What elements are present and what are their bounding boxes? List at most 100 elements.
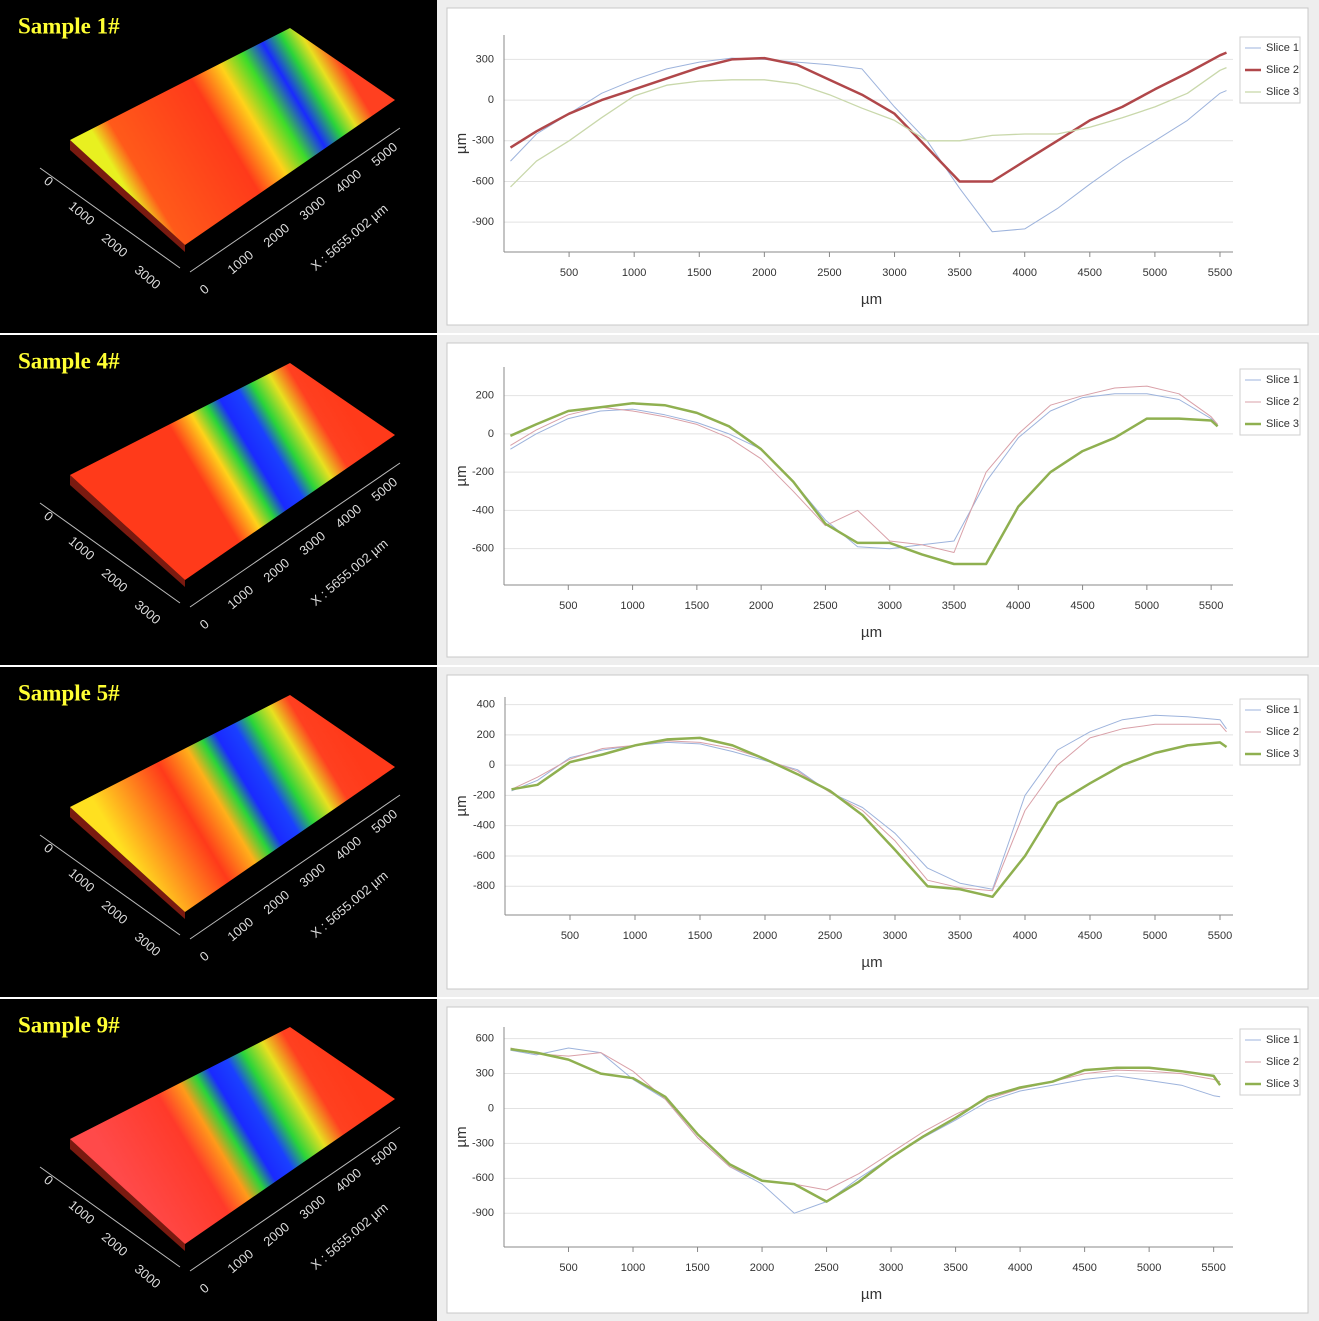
surface-x-axis <box>189 462 401 608</box>
x-axis-label: µm <box>861 1286 882 1303</box>
x-tick-label: 1500 <box>685 600 709 612</box>
x-tick-label: 4500 <box>1078 267 1102 279</box>
slice-line <box>510 66 1227 188</box>
surface-x-axis <box>189 794 401 940</box>
x-tick-label: 2000 <box>752 267 776 279</box>
x-tick-label: 2000 <box>749 600 773 612</box>
x-tick-label: 2500 <box>817 267 841 279</box>
slice-line <box>510 57 1227 233</box>
x-tick-label: 500 <box>560 267 578 279</box>
x-axis-label: µm <box>861 291 882 308</box>
legend-label: Slice 2 <box>1266 726 1299 738</box>
y-axis-label: µm <box>453 795 470 816</box>
y-tick-label: -800 <box>473 880 495 892</box>
surface-side <box>70 807 185 919</box>
slice-line <box>510 393 1218 550</box>
x-tick-label: 1000 <box>623 930 647 942</box>
y-tick-label: -400 <box>473 820 495 832</box>
x-tick-label: 500 <box>559 600 577 612</box>
x-tick-label: 3000 <box>883 930 907 942</box>
slice-line <box>510 1047 1221 1191</box>
legend-label: Slice 1 <box>1266 374 1299 386</box>
x-tick-label: 3500 <box>947 267 971 279</box>
x-tick-label: 5500 <box>1208 930 1232 942</box>
x-tick-label: 4500 <box>1070 600 1094 612</box>
surface-side <box>70 475 185 587</box>
sample-title: Sample 1# <box>18 13 120 38</box>
surface-y-axis <box>39 502 181 604</box>
legend-label: Slice 3 <box>1266 1078 1299 1090</box>
x-tick-label: 1500 <box>685 1262 709 1274</box>
legend-label: Slice 3 <box>1266 86 1299 98</box>
surface <box>70 1027 395 1244</box>
surface <box>70 695 395 912</box>
x-tick-label: 4000 <box>1012 267 1036 279</box>
x-tick-label: 2000 <box>753 930 777 942</box>
legend-label: Slice 3 <box>1266 418 1299 430</box>
y-tick-label: -600 <box>473 850 495 862</box>
y-axis-label: µm <box>453 133 470 154</box>
y-axis-label: µm <box>453 1126 470 1147</box>
x-tick-label: 3000 <box>877 600 901 612</box>
x-tick-label: 5000 <box>1135 600 1159 612</box>
sample-title: Sample 9# <box>18 1012 120 1037</box>
y-tick-label: -200 <box>473 789 495 801</box>
legend-label: Slice 2 <box>1266 396 1299 408</box>
legend-label: Slice 1 <box>1266 1034 1299 1046</box>
surface-x-axis <box>189 1126 401 1272</box>
surface-x-axis <box>189 127 401 273</box>
sample-title: Sample 4# <box>18 348 120 373</box>
slice-line <box>511 736 1228 899</box>
x-tick-label: 1000 <box>620 600 644 612</box>
y-tick-label: 200 <box>477 729 495 741</box>
legend-label: Slice 2 <box>1266 64 1299 76</box>
surface-y-axis <box>39 834 181 936</box>
slice-line <box>510 1047 1221 1214</box>
x-tick-label: 5500 <box>1201 1262 1225 1274</box>
x-tick-label: 500 <box>559 1262 577 1274</box>
y-tick-label: -200 <box>472 466 494 478</box>
x-tick-label: 5000 <box>1143 930 1167 942</box>
sample-title: Sample 5# <box>18 680 120 705</box>
x-axis-label: µm <box>861 624 882 641</box>
surface <box>70 28 395 245</box>
y-tick-label: -400 <box>472 504 494 516</box>
x-tick-label: 3500 <box>948 930 972 942</box>
legend-label: Slice 1 <box>1266 704 1299 716</box>
x-tick-label: 3500 <box>942 600 966 612</box>
x-tick-label: 4000 <box>1013 930 1037 942</box>
x-tick-label: 2000 <box>750 1262 774 1274</box>
x-tick-label: 3000 <box>879 1262 903 1274</box>
surface-y-axis <box>39 167 181 269</box>
surface <box>70 363 395 580</box>
x-tick-label: 5500 <box>1199 600 1223 612</box>
slice-line <box>510 1047 1222 1203</box>
x-tick-label: 4500 <box>1072 1262 1096 1274</box>
y-tick-label: 600 <box>476 1033 494 1045</box>
y-tick-label: -300 <box>472 135 494 147</box>
y-tick-label: -900 <box>472 1207 494 1219</box>
y-tick-label: -600 <box>472 175 494 187</box>
x-tick-label: 3000 <box>882 267 906 279</box>
surface-side <box>70 140 185 252</box>
y-tick-label: -300 <box>472 1137 494 1149</box>
y-tick-label: 0 <box>489 759 495 771</box>
x-tick-label: 2500 <box>813 600 837 612</box>
slice-line <box>510 385 1218 553</box>
y-tick-label: -600 <box>472 543 494 555</box>
x-tick-label: 1500 <box>687 267 711 279</box>
chart-frame <box>446 1006 1309 1314</box>
legend-label: Slice 2 <box>1266 1056 1299 1068</box>
x-tick-label: 5500 <box>1208 267 1232 279</box>
y-tick-label: 0 <box>488 1102 494 1114</box>
slice-line <box>509 402 1219 566</box>
x-tick-label: 1000 <box>621 1262 645 1274</box>
y-tick-label: -900 <box>472 216 494 228</box>
x-tick-label: 2500 <box>814 1262 838 1274</box>
y-tick-label: 300 <box>476 1067 494 1079</box>
x-tick-label: 4000 <box>1008 1262 1032 1274</box>
y-tick-label: 200 <box>476 390 494 402</box>
x-tick-label: 500 <box>561 930 579 942</box>
